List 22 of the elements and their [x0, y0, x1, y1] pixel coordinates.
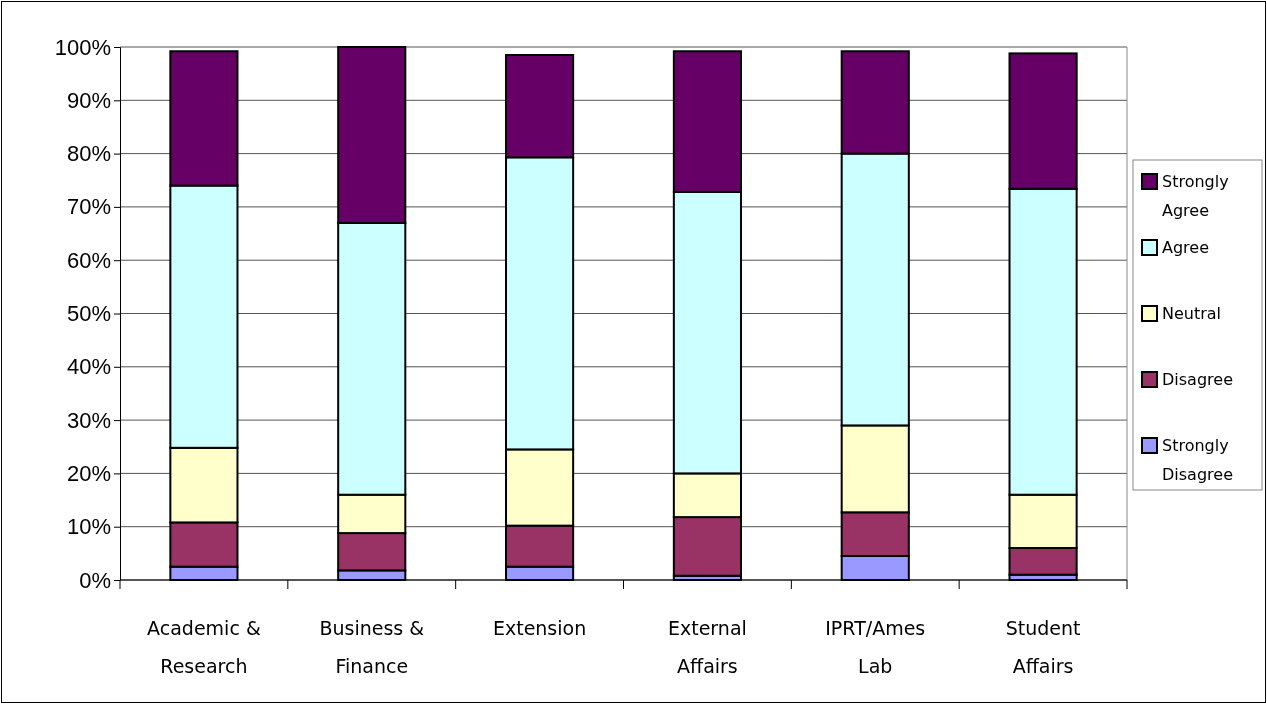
legend-label: Strongly Agree	[1162, 172, 1229, 220]
x-tick-label: Academic & Research	[147, 617, 261, 677]
y-tick-label: 80%	[66, 141, 111, 167]
y-tick-label: 90%	[66, 87, 111, 113]
legend-label: Disagree	[1162, 370, 1233, 389]
x-tick-label: IPRT/Ames Lab	[825, 617, 926, 677]
y-tick-label: 100%	[54, 34, 111, 60]
y-tick-label: 30%	[66, 407, 111, 433]
y-tick-label: 40%	[66, 354, 111, 380]
y-tick-label: 60%	[66, 247, 111, 273]
y-tick-label: 50%	[66, 301, 111, 327]
x-tick-label: Extension	[492, 617, 587, 639]
y-tick-label: 0%	[79, 567, 111, 593]
x-tick-label: Business & Finance	[319, 617, 425, 677]
x-tick-label: External Affairs	[667, 617, 747, 677]
legend-label: Neutral	[1162, 304, 1222, 323]
x-tick-label: Student Affairs	[1005, 617, 1081, 677]
y-tick-label: 10%	[66, 514, 111, 540]
y-tick-label: 20%	[66, 460, 111, 486]
y-tick-label: 70%	[66, 194, 111, 220]
legend-label: Strongly Disagree	[1162, 436, 1233, 484]
legend-label: Agree	[1162, 238, 1210, 257]
